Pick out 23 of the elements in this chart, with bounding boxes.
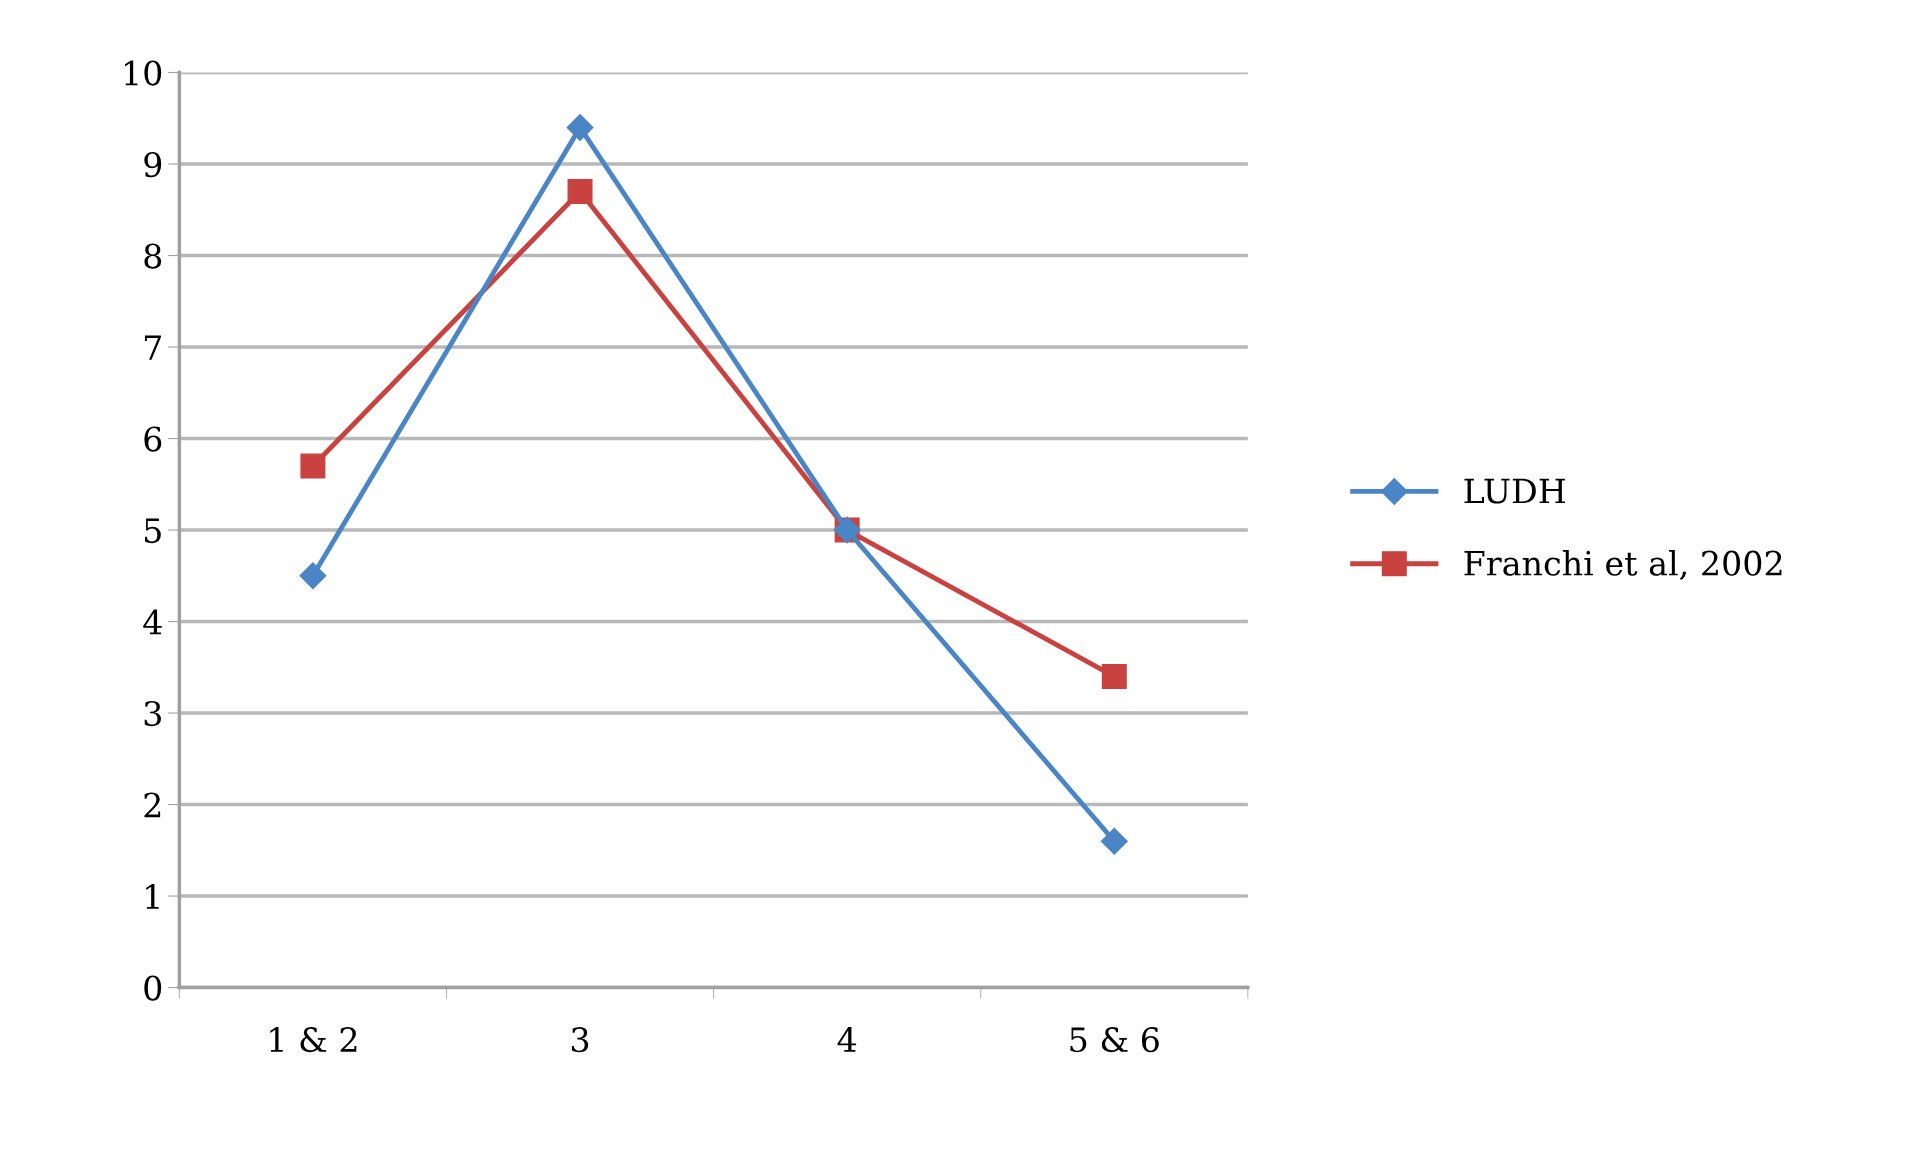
y-tick-label: 8 [144,243,162,269]
y-tick-label: 10 [125,60,162,86]
y-tick-label: 6 [144,426,162,452]
point [300,453,326,479]
y-tick-label: 9 [144,151,162,178]
y-tick-label: 2 [144,792,161,818]
legend-label: Franchi et al, 2002 [1464,550,1782,580]
y-tick-label: 3 [144,700,161,727]
x-tick-label: 3 [571,1027,589,1053]
x-tick-label: 1 & 2 [270,1027,357,1053]
point [567,178,593,204]
y-tick-label: 5 [145,518,161,544]
y-tick-label: 1 [146,883,159,909]
point [1100,827,1128,855]
y-tick-label: 4 [143,609,162,635]
x-tick-label: 5 & 6 [1070,1027,1159,1053]
x-tick-label: 4 [837,1027,857,1052]
legend-label: LUDH [1464,478,1565,504]
point [1101,663,1127,689]
point [566,113,594,141]
y-tick-label: 0 [144,975,162,1001]
y-tick-label: 7 [144,335,161,360]
point [299,562,327,590]
